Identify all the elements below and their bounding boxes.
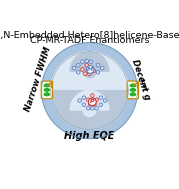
Polygon shape <box>76 63 80 67</box>
Polygon shape <box>91 94 94 98</box>
Text: CP-MR-TADF Enantiomers: CP-MR-TADF Enantiomers <box>30 36 149 45</box>
Polygon shape <box>96 70 100 74</box>
Polygon shape <box>95 98 98 102</box>
Wedge shape <box>70 110 109 129</box>
Text: Narrow FWHM: Narrow FWHM <box>23 46 53 113</box>
Polygon shape <box>96 63 100 67</box>
Text: Decent g: Decent g <box>130 58 152 101</box>
Polygon shape <box>85 59 88 63</box>
Wedge shape <box>70 71 109 91</box>
Wedge shape <box>51 91 128 129</box>
FancyBboxPatch shape <box>41 81 52 99</box>
Text: P: P <box>90 99 95 104</box>
Polygon shape <box>81 60 84 64</box>
Polygon shape <box>89 60 93 64</box>
Text: lum: lum <box>138 78 147 92</box>
Text: High EQE: High EQE <box>64 131 115 141</box>
Polygon shape <box>78 98 81 102</box>
Polygon shape <box>95 106 98 110</box>
Polygon shape <box>91 98 94 102</box>
Circle shape <box>42 43 137 139</box>
Polygon shape <box>82 103 86 107</box>
Polygon shape <box>93 102 96 106</box>
Wedge shape <box>51 52 128 91</box>
Wedge shape <box>70 52 109 71</box>
Polygon shape <box>85 63 88 67</box>
Circle shape <box>83 104 96 116</box>
Polygon shape <box>88 72 91 76</box>
Circle shape <box>51 52 128 129</box>
Polygon shape <box>72 66 76 70</box>
Circle shape <box>88 98 96 106</box>
Polygon shape <box>88 102 92 106</box>
Polygon shape <box>99 103 103 107</box>
Polygon shape <box>82 96 86 100</box>
Polygon shape <box>84 72 87 76</box>
Polygon shape <box>91 106 94 110</box>
Circle shape <box>83 65 96 78</box>
Polygon shape <box>86 106 90 110</box>
Polygon shape <box>100 66 104 70</box>
Text: M: M <box>87 67 93 72</box>
Text: B,N-Embedded Hetero[8]helicene-Based: B,N-Embedded Hetero[8]helicene-Based <box>0 31 179 40</box>
Circle shape <box>86 66 94 73</box>
FancyBboxPatch shape <box>127 81 139 99</box>
Wedge shape <box>70 91 109 110</box>
Polygon shape <box>92 69 96 73</box>
Polygon shape <box>89 67 93 71</box>
Polygon shape <box>76 70 80 74</box>
Polygon shape <box>99 96 103 100</box>
Polygon shape <box>103 98 107 102</box>
Polygon shape <box>86 98 90 102</box>
Polygon shape <box>81 67 84 71</box>
